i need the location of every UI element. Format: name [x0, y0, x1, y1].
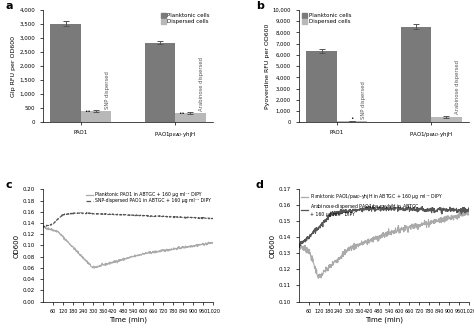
Legend: Planktonic PAO1 in ABTGC + 160 μg ml⁻¹ DIPY, SNP-dispersed PAO1 in ABTGC + 160 μ: Planktonic PAO1 in ABTGC + 160 μg ml⁻¹ D…	[86, 192, 211, 204]
Bar	[401, 27, 431, 122]
Text: b: b	[256, 1, 264, 11]
Text: ••: ••	[84, 109, 91, 114]
Text: SNP dispersed: SNP dispersed	[105, 71, 109, 109]
Bar	[306, 51, 337, 122]
X-axis label: Time (min): Time (min)	[365, 317, 403, 323]
Y-axis label: OD600: OD600	[14, 233, 20, 258]
Bar	[81, 111, 111, 122]
Bar	[175, 113, 206, 122]
Legend: Planktonic PAO1/p$_{BAD}$-yhjH in ABTGC + 160 μg ml⁻¹ DIPY, Arabinose-dispersed : Planktonic PAO1/p$_{BAD}$-yhjH in ABTGC …	[301, 192, 443, 217]
Bar	[431, 117, 462, 122]
Y-axis label: Glp RFU per OD600: Glp RFU per OD600	[11, 36, 17, 96]
Y-axis label: OD600: OD600	[270, 233, 276, 258]
Text: d: d	[256, 181, 264, 190]
Text: c: c	[5, 181, 12, 190]
Bar	[50, 23, 81, 122]
Bar	[145, 43, 175, 122]
Text: Arabinose dispersed: Arabinose dispersed	[199, 57, 204, 111]
Text: SNP dispersed: SNP dispersed	[361, 81, 365, 119]
Text: a: a	[5, 1, 13, 11]
Legend: Planktonic cells, Dispersed cells: Planktonic cells, Dispersed cells	[160, 13, 210, 25]
Bar	[337, 121, 367, 122]
Y-axis label: Pyoverdine RFU per OD600: Pyoverdine RFU per OD600	[264, 23, 270, 109]
Text: ••: ••	[179, 111, 185, 116]
Text: Arabinose dispersed: Arabinose dispersed	[455, 60, 460, 114]
Text: •: •	[350, 116, 354, 121]
Legend: Planktonic cells, Dispersed cells: Planktonic cells, Dispersed cells	[301, 13, 352, 25]
X-axis label: Time (min): Time (min)	[109, 317, 147, 323]
